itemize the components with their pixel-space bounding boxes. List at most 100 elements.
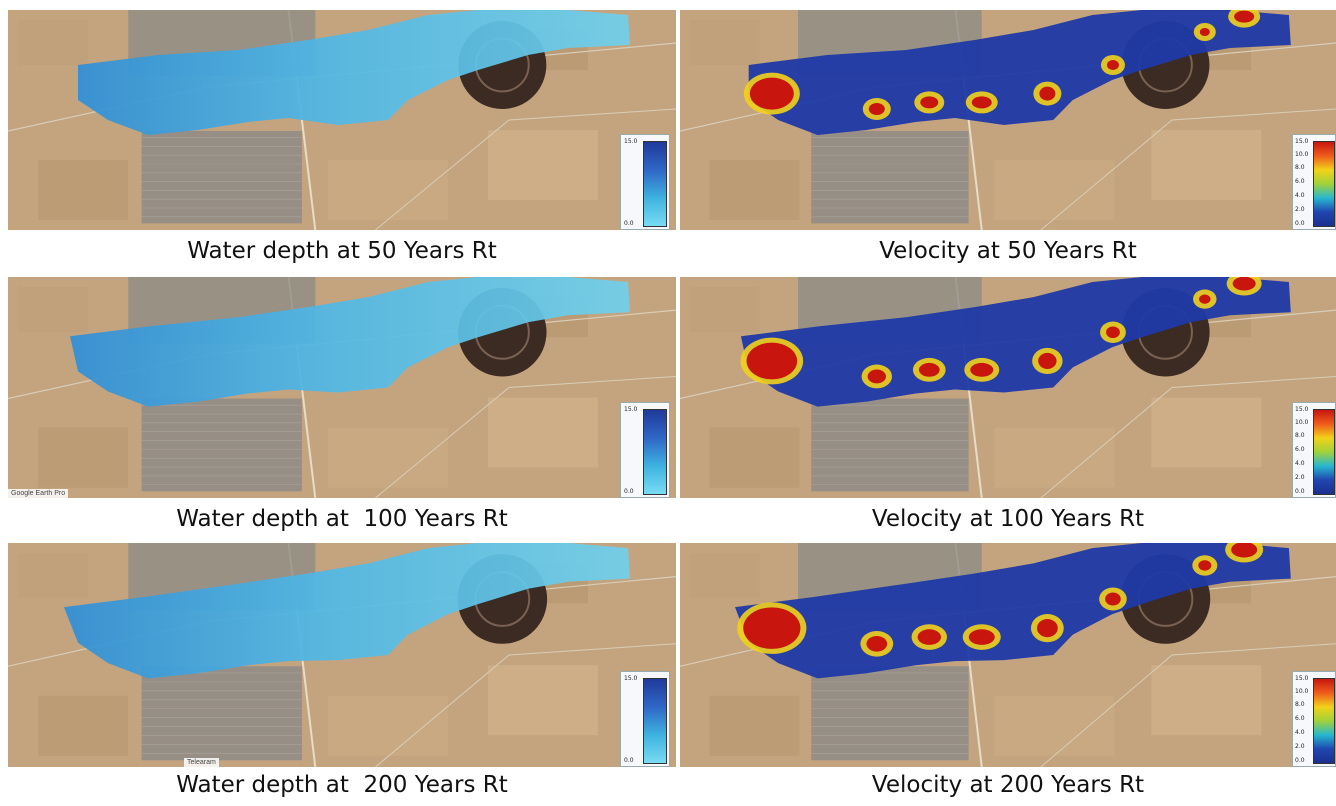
legend-bar-velocity xyxy=(1313,409,1335,495)
velocity-hotspot xyxy=(1232,277,1256,291)
velocity-hotspot xyxy=(917,629,941,645)
field-patch xyxy=(994,695,1115,756)
road-line xyxy=(1040,108,1336,230)
map-image-water-depth-100 xyxy=(8,277,676,498)
legend-tick: 8.0 xyxy=(1295,164,1305,171)
legend-tick: 2.0 xyxy=(1295,206,1305,213)
map-panel-velocity-50: 15.0 10.0 8.0 6.0 4.0 2.0 0.0 xyxy=(680,10,1336,230)
road-line xyxy=(1040,643,1336,767)
velocity-hotspot xyxy=(1106,60,1119,70)
road-line xyxy=(375,108,676,230)
velocity-hotspot xyxy=(1036,619,1058,638)
flood-extent-depth xyxy=(64,543,630,679)
field-patch xyxy=(994,427,1115,488)
legend-tick: 15.0 xyxy=(1295,406,1309,413)
field-patch xyxy=(488,130,598,200)
velocity-hotspot xyxy=(1198,560,1212,571)
legend-tick: 8.0 xyxy=(1295,432,1305,439)
legend-tick: 10.0 xyxy=(1295,688,1309,695)
legend-tick: 10.0 xyxy=(1295,419,1309,426)
legend-bar-velocity xyxy=(1313,678,1335,764)
map-panel-velocity-100: 15.0 10.0 8.0 6.0 4.0 2.0 0.0 xyxy=(680,277,1336,498)
velocity-hotspot xyxy=(1039,86,1056,101)
legend-water-depth-50: 15.0 0.0 xyxy=(620,134,670,230)
field-patch xyxy=(18,20,88,65)
velocity-hotspot xyxy=(1105,592,1121,606)
town-area xyxy=(141,131,302,224)
caption-velocity-100: Velocity at 100 Years Rt xyxy=(871,506,1145,532)
legend-tick: 8.0 xyxy=(1295,701,1305,708)
field-patch xyxy=(38,427,128,488)
flood-extent-depth xyxy=(70,277,630,407)
legend-tick: 10.0 xyxy=(1295,151,1309,158)
field-patch xyxy=(689,20,760,65)
field-patch xyxy=(994,160,1115,220)
velocity-hotspot xyxy=(918,362,940,377)
velocity-hotspot xyxy=(746,342,798,380)
velocity-hotspot xyxy=(867,369,886,384)
legend-tick: 2.0 xyxy=(1295,743,1305,750)
legend-bar-depth xyxy=(643,678,667,764)
legend-water-depth-200: 15.0 0.0 xyxy=(620,671,670,767)
map-image-water-depth-50 xyxy=(8,10,676,230)
caption-water-depth-50: Water depth at 50 Years Rt xyxy=(187,238,497,264)
field-patch xyxy=(18,287,88,333)
velocity-hotspot xyxy=(1038,352,1057,370)
map-image-velocity-100 xyxy=(680,277,1336,498)
map-image-velocity-200 xyxy=(680,543,1336,767)
town-area xyxy=(141,398,302,492)
legend-velocity-100: 15.0 10.0 8.0 6.0 4.0 2.0 0.0 xyxy=(1292,402,1336,498)
field-patch xyxy=(689,287,760,333)
legend-velocity-200: 15.0 10.0 8.0 6.0 4.0 2.0 0.0 xyxy=(1292,671,1336,767)
velocity-hotspot xyxy=(1199,28,1210,36)
caption-velocity-200: Velocity at 200 Years Rt xyxy=(871,772,1145,798)
velocity-hotspot xyxy=(866,636,888,652)
caption-velocity-50: Velocity at 50 Years Rt xyxy=(879,238,1137,264)
legend-bar-depth xyxy=(643,409,667,495)
velocity-hotspot xyxy=(749,77,794,110)
field-patch xyxy=(709,695,800,756)
map-attribution: Google Earth Pro xyxy=(8,489,69,498)
map-image-water-depth-200 xyxy=(8,543,676,767)
velocity-hotspot xyxy=(920,96,939,109)
town-area xyxy=(811,666,969,761)
field-patch xyxy=(18,553,88,599)
legend-tick: 4.0 xyxy=(1295,729,1305,736)
field-patch xyxy=(709,427,800,488)
legend-tick: 6.0 xyxy=(1295,446,1305,453)
legend-tick: 6.0 xyxy=(1295,178,1305,185)
field-patch xyxy=(488,665,598,736)
velocity-hotspot xyxy=(1106,326,1120,338)
field-patch xyxy=(328,695,448,756)
legend-water-depth-100: 15.0 0.0 xyxy=(620,402,670,498)
velocity-hotspot xyxy=(743,607,801,649)
velocity-hotspot xyxy=(1234,10,1255,23)
field-patch xyxy=(328,427,448,488)
velocity-hotspot xyxy=(968,629,995,645)
legend-tick: 15.0 xyxy=(1295,675,1309,682)
legend-velocity-50: 15.0 10.0 8.0 6.0 4.0 2.0 0.0 xyxy=(1292,134,1336,230)
legend-bar-velocity xyxy=(1313,141,1335,227)
velocity-hotspot xyxy=(1199,294,1211,304)
legend-tick: 4.0 xyxy=(1295,460,1305,467)
road-line xyxy=(1040,375,1336,498)
velocity-hotspot xyxy=(970,362,994,377)
legend-min: 0.0 xyxy=(624,220,634,227)
map-image-velocity-50 xyxy=(680,10,1336,230)
legend-tick: 15.0 xyxy=(1295,138,1309,145)
flood-extent-depth xyxy=(78,10,630,135)
town-area xyxy=(811,131,969,224)
field-patch xyxy=(488,397,598,468)
map-panel-water-depth-50: 15.0 0.0 xyxy=(8,10,676,230)
legend-tick: 2.0 xyxy=(1295,474,1305,481)
velocity-hotspot xyxy=(868,103,885,115)
map-attribution: Telearam xyxy=(184,758,219,767)
field-patch xyxy=(38,695,128,756)
velocity-hotspot xyxy=(971,96,992,109)
field-patch xyxy=(1151,665,1262,736)
caption-water-depth-200: Water depth at 200 Years Rt xyxy=(176,772,508,798)
legend-tick: 0.0 xyxy=(1295,488,1305,495)
map-panel-water-depth-100: 15.0 0.0 Google Earth Pro xyxy=(8,277,676,498)
caption-water-depth-100: Water depth at 100 Years Rt xyxy=(176,506,508,532)
